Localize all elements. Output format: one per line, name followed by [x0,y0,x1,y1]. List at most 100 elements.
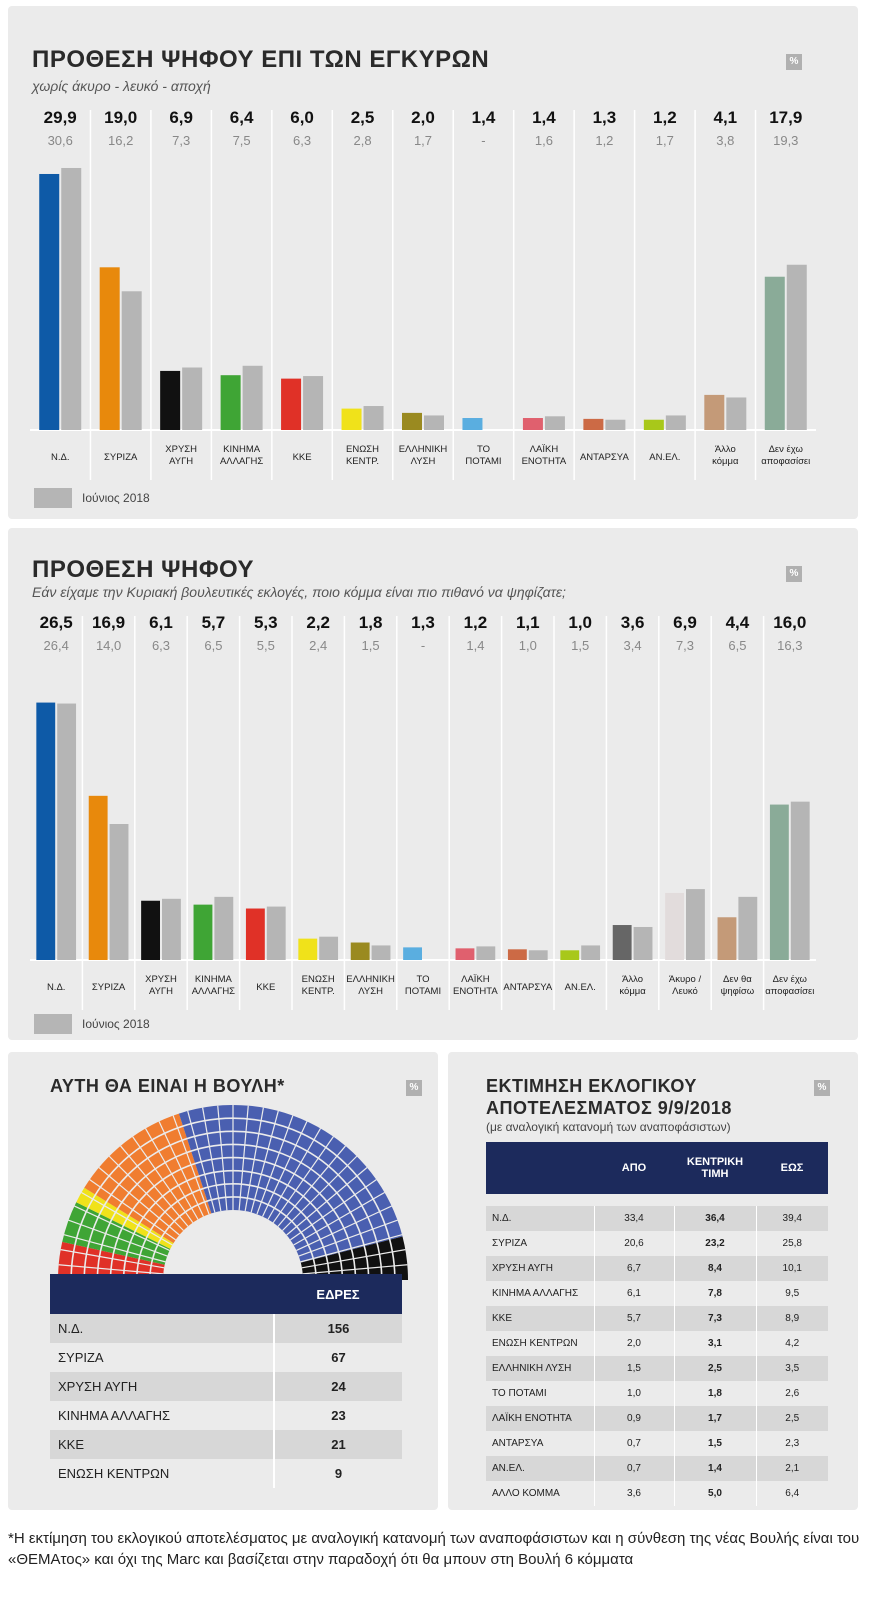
bar-previous [581,945,601,960]
estimate-party: ΧΡΥΣΗ ΑΥΓΗ [486,1256,594,1281]
bar-previous [319,936,339,960]
category-label: Άλλο κόμμα [712,444,739,467]
seat-column-divider [289,1179,377,1241]
category-label: Ν.Δ. [47,982,66,993]
category-label: ΤΟ ΠΟΤΑΜΙ [465,444,501,467]
estimate-center: 36,4 [673,1206,756,1231]
category-label: ΤΟ ΠΟΤΑΜΙ [405,974,441,997]
estimate-to: 2,5 [755,1406,828,1431]
current-value-label: 6,0 [290,108,314,127]
category-label: ΚΚΕ [256,982,275,993]
estimate-party: ΑΛΛΟ ΚΟΜΜΑ [486,1481,594,1506]
estimate-from: 0,7 [593,1456,674,1481]
seat-column-divider [296,1205,392,1251]
current-value-label: 1,3 [411,613,435,632]
current-value-label: 1,2 [464,613,488,632]
current-value-label: 4,1 [713,108,737,127]
current-value-label: 1,4 [532,108,556,127]
estimate-to: 2,6 [755,1381,828,1406]
category-label: ΧΡΥΣΗ ΑΥΓΗ [165,444,197,467]
estimate-row: ΤΟ ΠΟΤΑΜΙ 1,0 1,8 2,6 [486,1381,828,1406]
previous-value-label: 1,5 [362,638,380,653]
chart1-panel: ΠΡΟΘΕΣΗ ΨΗΦΟΥ ΕΠΙ ΤΩΝ ΕΓΚΥΡΩΝ χωρίς άκυρ… [8,6,858,519]
current-value-label: 16,0 [773,613,806,632]
chart2-title: ΠΡΟΘΕΣΗ ΨΗΦΟΥ [32,556,255,583]
category-label: ΚΚΕ [293,452,312,463]
seat-column-divider [250,1110,279,1213]
current-value-label: 3,6 [621,613,645,632]
bar-current [88,795,108,960]
estimate-party: ΤΟ ΠΟΤΑΜΙ [486,1381,594,1406]
previous-value-label: 6,5 [728,638,746,653]
seats-row: ΚΙΝΗΜΑ ΑΛΛΑΓΗΣ 23 [50,1401,402,1430]
estimate-row: ΚΙΝΗΜΑ ΑΛΛΑΓΗΣ 6,1 7,8 9,5 [486,1281,828,1306]
chart2-plot: 26,5 26,4 Ν.Δ. 16,9 14,0 ΣΥΡΙΖΑ 6,1 6,3 ΧΡΥΣΗ ΑΥΓ… [30,613,816,1010]
bar-current [298,938,318,960]
bar-current [245,908,265,960]
seat-column-divider [81,1191,173,1246]
estimate-center: 23,2 [673,1231,756,1256]
seat-column-divider [98,1167,180,1236]
bar-current [160,370,181,430]
seats-party: ΣΥΡΙΖΑ [50,1343,274,1372]
previous-value-label: 30,6 [48,133,73,148]
seats-row: Ν.Δ. 156 [50,1314,402,1343]
seat-column-divider [120,1145,189,1227]
chart1-legend: Ιούνιος 2018 [34,488,150,508]
estimate-center: 5,0 [673,1481,756,1506]
seat-column-divider [217,1105,228,1211]
previous-value-label: 7,5 [233,133,251,148]
chart2-legend-label: Ιούνιος 2018 [82,1017,150,1031]
seat-column-divider [301,1249,406,1269]
current-value-label: 17,9 [769,108,802,127]
estimate-row: ΑΝ.ΕΛ. 0,7 1,4 2,1 [486,1456,828,1481]
current-value-label: 6,9 [673,613,697,632]
current-value-label: 2,0 [411,108,435,127]
seat-column-divider [300,1234,403,1263]
estimate-center: 1,7 [673,1406,756,1431]
bar-current [141,900,160,960]
previous-value-label: 5,5 [257,638,275,653]
parliament-title: ΑΥΤΗ ΘΑ ΕΙΝΑΙ Η ΒΟΥΛΗ* [50,1076,285,1096]
current-value-label: 6,9 [169,108,193,127]
estimate-row: ΣΥΡΙΖΑ 20,6 23,2 25,8 [486,1231,828,1256]
previous-value-label: 1,2 [595,133,613,148]
category-label: Δεν έχω αποφασίσει [765,974,814,997]
category-label: ΚΙΝΗΜΑ ΑΛΛΑΓΗΣ [192,974,235,997]
bar-previous [371,945,391,960]
bar-previous [242,365,263,430]
estimate-center: 1,4 [673,1456,756,1481]
estimate-row: ΛΑΪΚΗ ΕΝΟΤΗΤΑ 0,9 1,7 2,5 [486,1406,828,1431]
previous-value-label: 1,7 [656,133,674,148]
bar-previous [109,824,129,960]
seats-count-header: ΕΔΡΕΣ [274,1274,402,1314]
category-label: Άλλο κόμμα [619,974,646,997]
category-label: ΚΙΝΗΜΑ ΑΛΛΑΓΗΣ [220,444,263,467]
bar-previous [686,889,705,960]
estimate-party: Ν.Δ. [486,1206,594,1231]
seat-column-divider [58,1264,164,1275]
parliament-hemicycle [58,1105,408,1281]
bar-current [764,276,785,430]
category-label: ΛΑΪΚΗ ΕΝΟΤΗΤΑ [522,444,567,467]
bar-current [717,917,737,960]
estimate-center: 8,4 [673,1256,756,1281]
seat-column-divider [60,1249,165,1269]
estimate-row: ΑΛΛΟ ΚΟΜΜΑ 3,6 5,0 6,4 [486,1481,828,1506]
category-label: ΕΝΩΣΗ ΚΕΝΤΡ. [346,444,379,467]
seat-column-divider [286,1167,368,1236]
previous-value-label: 2,4 [309,638,327,653]
estimate-panel: ΕΚΤΙΜΗΣΗ ΕΚΛΟΓΙΚΟΥ ΑΠΟΤΕΛΕΣΜΑΤΟΣ 9/9/201… [448,1052,858,1510]
bar-current [193,904,213,960]
bar-previous [605,419,626,430]
estimate-from: 0,7 [593,1431,674,1456]
current-value-label: 2,5 [351,108,375,127]
estimate-to: 4,2 [755,1331,828,1356]
estimate-center: 1,5 [673,1431,756,1456]
estimate-center: 2,5 [673,1356,756,1381]
bar-previous [182,367,203,430]
estimate-row: ΧΡΥΣΗ ΑΥΓΗ 6,7 8,4 10,1 [486,1256,828,1281]
estimate-center: 7,3 [673,1306,756,1331]
current-value-label: 1,4 [472,108,496,127]
estimate-to: 8,9 [755,1306,828,1331]
